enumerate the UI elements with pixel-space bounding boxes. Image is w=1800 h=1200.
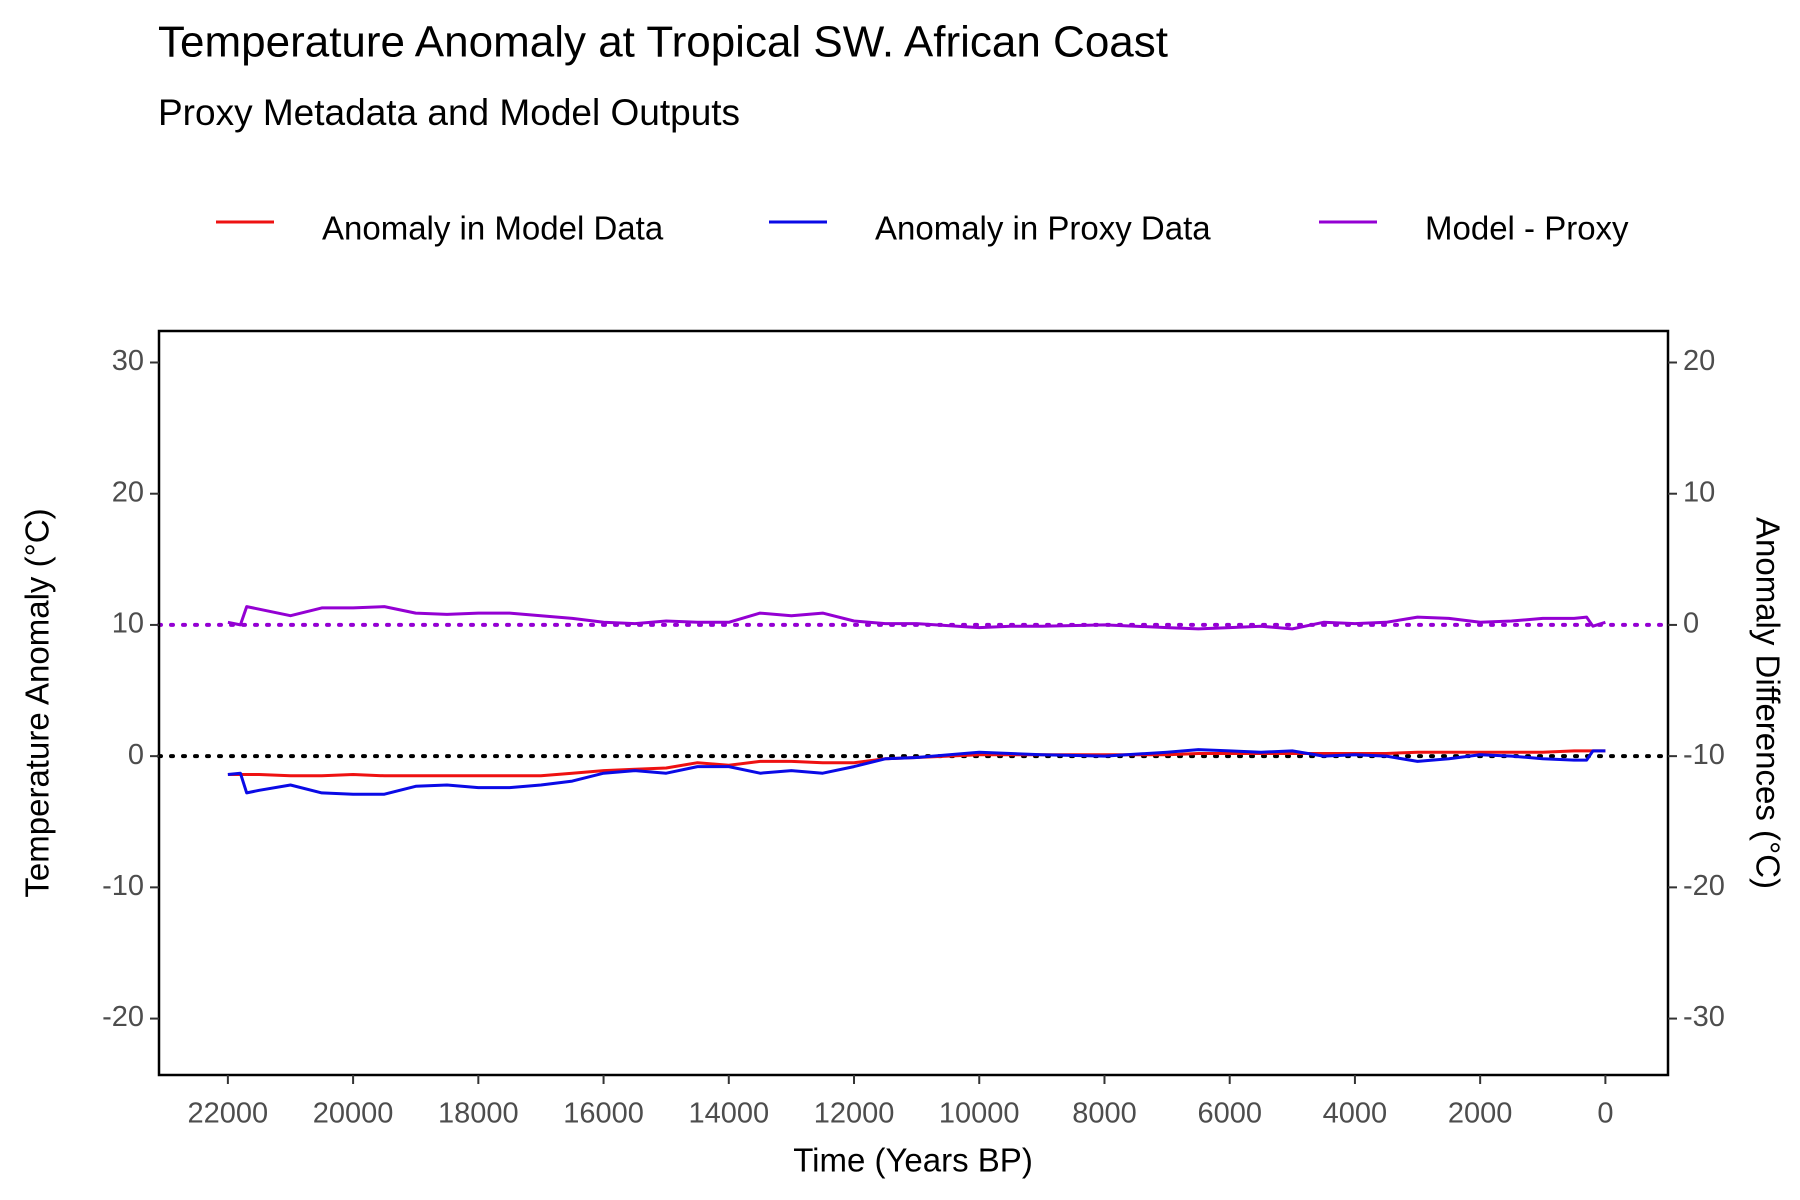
series-line: [227, 749, 1606, 778]
y2-tick-label: 0: [1683, 608, 1699, 640]
x-tick-label: 14000: [688, 1098, 769, 1130]
y2-tick-label: -30: [1683, 1001, 1725, 1033]
x-tick-label: 4000: [1323, 1098, 1388, 1130]
series-line: [227, 748, 1606, 796]
x-tick-label: 0: [1597, 1098, 1613, 1130]
y-tick-label: -20: [102, 1001, 144, 1033]
x-axis-label: Time (Years BP): [793, 1142, 1033, 1179]
series-line: [227, 605, 1606, 631]
x-tick-label: 18000: [438, 1098, 519, 1130]
y-tick-label: 30: [112, 345, 144, 377]
x-tick-label: 16000: [563, 1098, 644, 1130]
x-tick-label: 8000: [1072, 1098, 1137, 1130]
legend-label: Anomaly in Model Data: [322, 210, 664, 247]
chart-title: Temperature Anomaly at Tropical SW. Afri…: [158, 18, 1168, 67]
x-tick-label: 12000: [814, 1098, 895, 1130]
y-tick-label: 10: [112, 608, 144, 640]
y-axis-label: Temperature Anomaly (°C): [19, 508, 56, 897]
y-tick-label: 20: [112, 476, 144, 508]
y2-tick-label: 10: [1683, 476, 1715, 508]
y2-axis-label: Anomaly Differences (°C): [1749, 517, 1786, 889]
y-tick-label: 0: [128, 739, 144, 771]
chart-subtitle: Proxy Metadata and Model Outputs: [158, 92, 740, 133]
x-tick-label: 6000: [1197, 1098, 1262, 1130]
y2-tick-label: 20: [1683, 345, 1715, 377]
x-tick-label: 10000: [939, 1098, 1020, 1130]
legend-label: Model - Proxy: [1425, 210, 1629, 247]
x-tick-label: 22000: [188, 1098, 269, 1130]
x-tick-label: 2000: [1448, 1098, 1513, 1130]
legend-label: Anomaly in Proxy Data: [875, 210, 1211, 247]
y2-tick-label: -20: [1683, 870, 1725, 902]
y2-tick-label: -10: [1683, 739, 1725, 771]
y-tick-label: -10: [102, 870, 144, 902]
x-tick-label: 20000: [313, 1098, 394, 1130]
plot-border: [157, 329, 1670, 1077]
